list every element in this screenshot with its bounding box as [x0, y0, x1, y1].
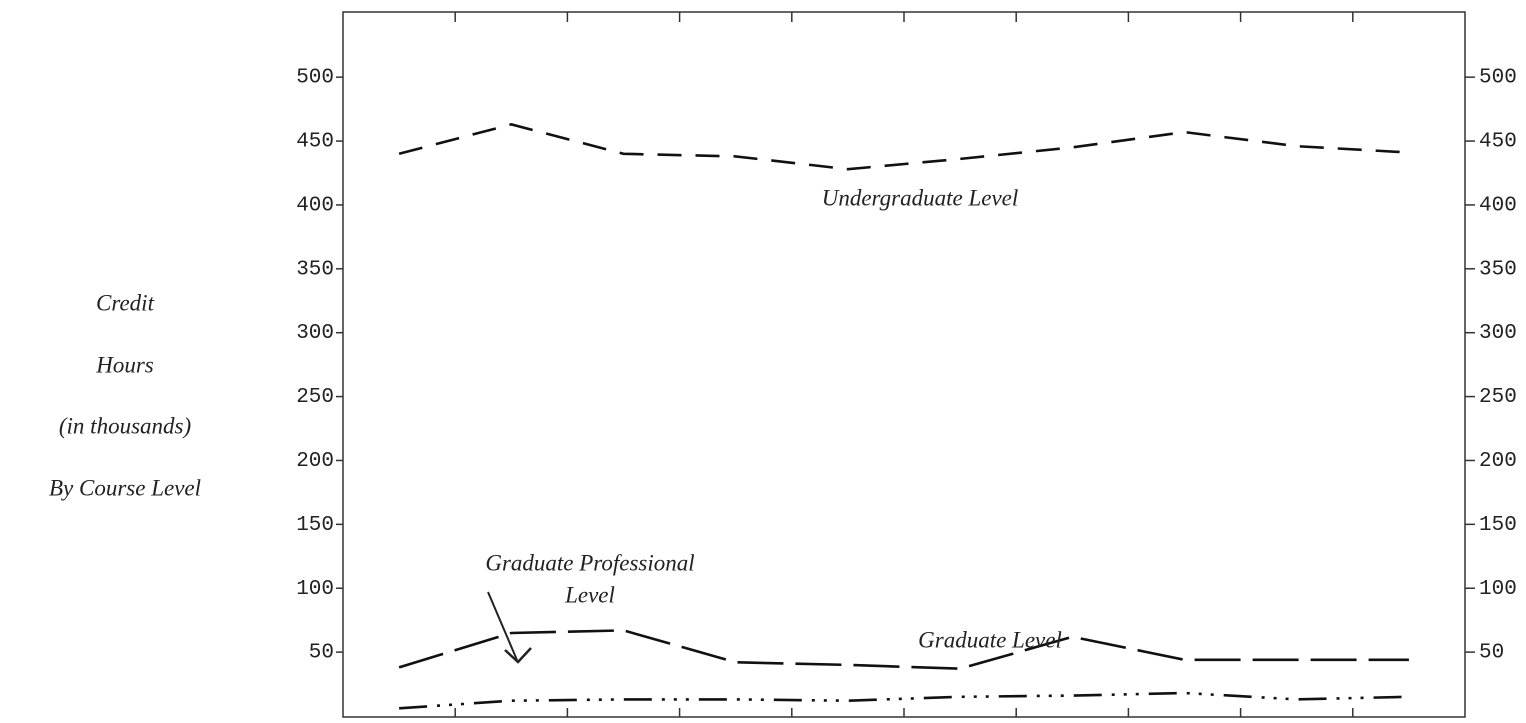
arrow-shaft — [487, 591, 518, 661]
y2-tick-label: 100 — [1479, 578, 1517, 601]
plot-frame — [342, 11, 1466, 718]
y-tick-label: 500 — [296, 67, 334, 90]
y-tick-label: 250 — [296, 386, 334, 409]
y-tick-label: 300 — [296, 322, 334, 345]
y2-tick-label: 500 — [1479, 67, 1517, 90]
y-tick-label: 200 — [296, 450, 334, 473]
y-axis-title: Hours — [95, 352, 154, 377]
arrow-head — [504, 647, 532, 664]
series-line — [399, 691, 1409, 710]
annotation: Graduate Professional — [485, 550, 694, 575]
y2-tick-label: 200 — [1479, 450, 1517, 473]
annotation: Level — [564, 582, 615, 607]
y-tick-label: 50 — [309, 642, 334, 665]
y2-tick-label: 400 — [1479, 194, 1517, 217]
y2-tick-label: 300 — [1479, 322, 1517, 345]
y-tick-label: 100 — [296, 578, 334, 601]
annotation: Undergraduate Level — [822, 185, 1019, 210]
y-axis-title: Credit — [96, 290, 155, 315]
annotation: Graduate Level — [918, 627, 1062, 652]
y2-tick-label: 350 — [1479, 258, 1517, 281]
series-line — [398, 629, 1409, 671]
y-axis-title: By Course Level — [49, 475, 201, 500]
y-tick-label: 450 — [296, 131, 334, 154]
y2-tick-label: 150 — [1479, 514, 1517, 537]
y2-tick-label: 250 — [1479, 386, 1517, 409]
y2-tick-label: 50 — [1479, 642, 1504, 665]
y-tick-label: 400 — [296, 194, 334, 217]
y2-tick-label: 450 — [1479, 131, 1517, 154]
y-axis-title: (in thousands) — [59, 413, 191, 438]
y-tick-label: 350 — [296, 258, 334, 281]
series-line — [398, 123, 1409, 171]
y-tick-label: 150 — [296, 514, 334, 537]
